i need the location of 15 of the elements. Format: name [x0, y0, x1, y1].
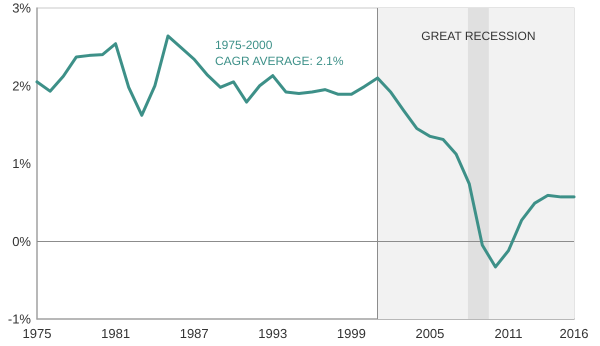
y-tick-label: 3% — [12, 0, 32, 16]
x-tick-label: 1993 — [258, 326, 288, 341]
y-tick-label: -1% — [8, 312, 32, 326]
x-tick-label: 2011 — [494, 326, 522, 341]
x-tick-label: 2016 — [560, 326, 588, 341]
y-tick-label: 0% — [12, 234, 32, 249]
x-tick-label: 1987 — [180, 326, 209, 341]
x-tick-label: 1975 — [22, 326, 52, 341]
band-label: GREAT RECESSION — [421, 29, 536, 43]
y-tick-label: 1% — [12, 156, 32, 171]
y-tick-label: 2% — [12, 78, 32, 94]
annotation: 1975-2000 CAGR AVERAGE: 2.1% — [215, 38, 344, 68]
x-tick-label: 2005 — [415, 326, 444, 341]
x-tick-label: 1999 — [336, 326, 366, 341]
x-tick-label: 1981 — [101, 326, 130, 341]
